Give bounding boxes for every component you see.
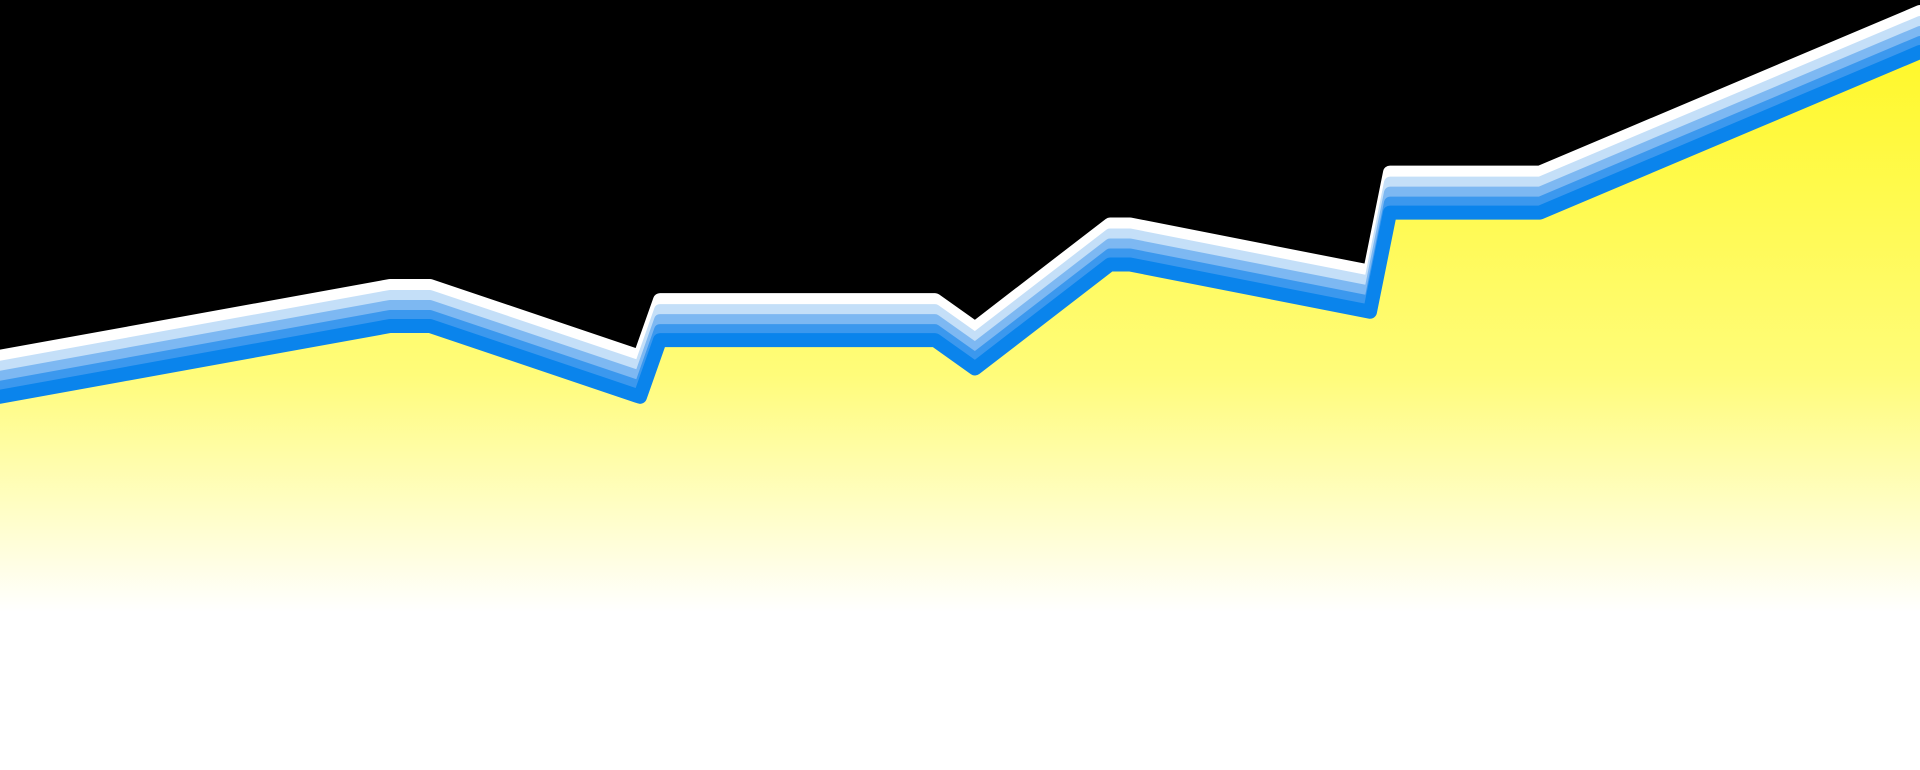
data-point-1 [389, 325, 391, 327]
series-line-glow-4 [0, 5, 1920, 364]
data-point-7 [1109, 264, 1111, 266]
data-point-4 [659, 339, 661, 341]
data-point-9 [1369, 311, 1371, 313]
data-point-2 [429, 325, 431, 327]
series-area-fill [0, 52, 1920, 770]
data-point-10 [1389, 212, 1391, 214]
data-point-3 [639, 396, 641, 398]
series-line-glow-2 [0, 26, 1920, 383]
series-line-glow-3 [0, 16, 1920, 373]
series-line-layer [0, 5, 1920, 404]
area-layer [0, 52, 1920, 770]
data-point-11 [1539, 212, 1541, 214]
data-point-8 [1129, 264, 1131, 266]
data-point-5 [934, 339, 936, 341]
series-line-glow-1 [0, 36, 1920, 393]
series-line [0, 45, 1920, 404]
data-point-6 [974, 367, 976, 369]
